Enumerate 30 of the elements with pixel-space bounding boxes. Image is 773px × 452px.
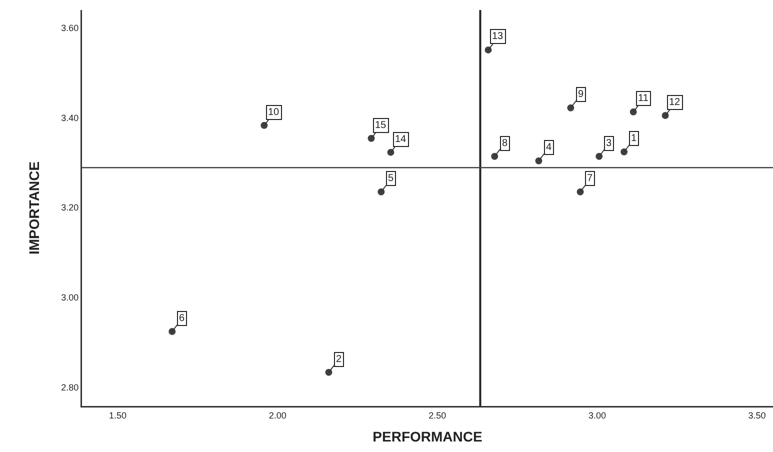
y-tick-label: 3.40 <box>61 112 79 123</box>
annotation: 7 <box>587 173 593 184</box>
x-tick-label: 3.00 <box>588 410 606 420</box>
annotation: 15 <box>375 120 387 131</box>
annotation: 4 <box>546 142 552 153</box>
y-tick-label: 3.60 <box>61 23 79 34</box>
x-axis-title: PERFORMANCE <box>372 428 482 444</box>
annotation: 14 <box>395 134 407 145</box>
annotation: 1 <box>631 133 637 144</box>
annotation: 10 <box>268 107 280 118</box>
y-tick-label: 3.20 <box>61 202 79 213</box>
annotation: 6 <box>179 313 185 324</box>
annotation: 5 <box>388 173 394 184</box>
x-tick-label: 2.50 <box>428 410 446 420</box>
y-axis-title: IMPORTANCE <box>26 161 42 255</box>
x-tick-label: 2.00 <box>268 410 286 420</box>
annotation: 13 <box>492 31 504 42</box>
y-tick-label: 2.80 <box>61 382 79 392</box>
point <box>620 148 628 156</box>
y-tick-label: 3.00 <box>61 292 79 302</box>
annotation: 8 <box>502 138 508 149</box>
point <box>662 112 669 120</box>
annotation: 2 <box>336 354 342 365</box>
annotation: 3 <box>606 138 612 149</box>
point <box>168 328 176 335</box>
annotation: 12 <box>669 97 681 108</box>
annotation: 9 <box>578 89 584 100</box>
x-tick-label: 1.50 <box>109 410 127 420</box>
x-tick-label: 3.50 <box>748 410 766 420</box>
annotation: 11 <box>638 93 649 104</box>
